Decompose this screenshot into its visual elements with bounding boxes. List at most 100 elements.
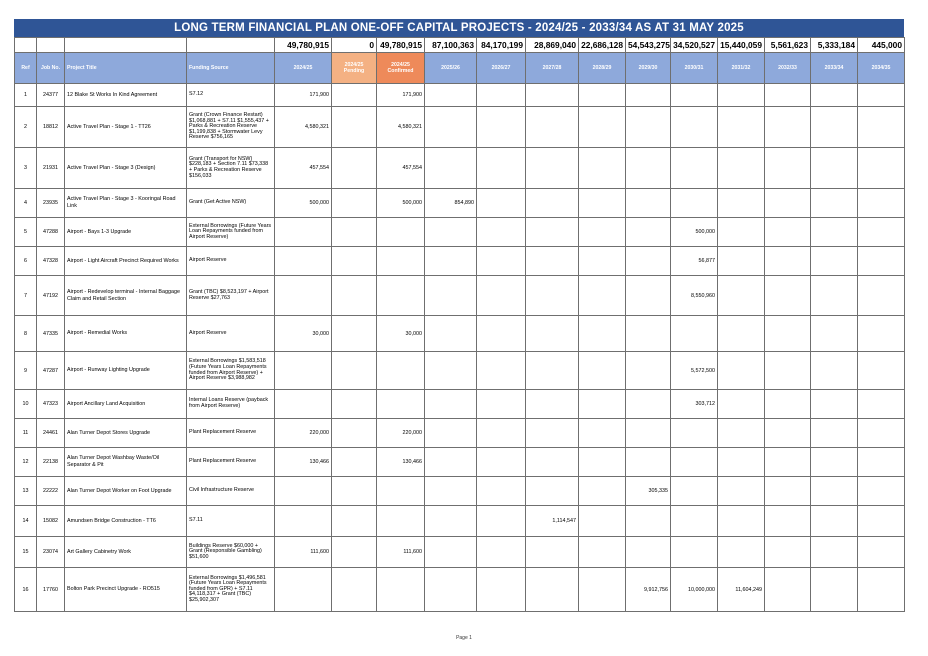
amount-cell: [717, 217, 765, 247]
project-title-cell: Bolton Park Precinct Upgrade - RO515: [64, 567, 187, 612]
total-cell: 5,333,184: [810, 37, 858, 53]
amount-cell: [764, 567, 811, 612]
amount-cell: [764, 246, 811, 276]
funding-source-cell: Grant (Transport for NSW) $228,183 + Sec…: [186, 147, 275, 189]
amount-cell: [670, 476, 718, 506]
project-title-cell: Active Travel Plan - Stage 3 (Design): [64, 147, 187, 189]
amount-cell: 500,000: [274, 188, 332, 218]
amount-cell: [331, 505, 377, 537]
table-row: 13 22222 Alan Turner Depot Worker on Foot …: [14, 476, 905, 506]
total-cell: [64, 37, 187, 53]
job-number-cell: 47328: [36, 246, 65, 276]
amount-cell: [331, 275, 377, 316]
ref-cell: 4: [14, 188, 37, 218]
funding-source-cell: Plant Replacement Reserve: [186, 418, 275, 448]
column-header: 2034/35: [857, 52, 905, 84]
amount-cell: [857, 389, 905, 419]
job-number-cell: 47288: [36, 217, 65, 247]
amount-cell: 500,000: [670, 217, 718, 247]
table-row: 4 23935 Active Travel Plan - Stage 3 - Koo…: [14, 188, 905, 218]
amount-cell: [274, 351, 332, 390]
amount-cell: [625, 505, 671, 537]
amount-cell: [476, 351, 526, 390]
amount-cell: 8,550,960: [670, 275, 718, 316]
project-title-cell: Airport - Redevelop terminal - Internal …: [64, 275, 187, 316]
funding-source-cell: External Borrowings $1,583,518 (Future Y…: [186, 351, 275, 390]
ref-cell: 7: [14, 275, 37, 316]
amount-cell: [525, 389, 579, 419]
amount-cell: [424, 217, 477, 247]
amount-cell: [331, 536, 377, 568]
amount-cell: 4,580,321: [274, 106, 332, 148]
amount-cell: [810, 418, 858, 448]
amount-cell: [810, 246, 858, 276]
column-header: 2024/25: [274, 52, 332, 84]
amount-cell: [857, 567, 905, 612]
amount-cell: [424, 476, 477, 506]
amount-cell: [424, 275, 477, 316]
table-row: 16 17760 Bolton Park Precinct Upgrade - RO…: [14, 567, 905, 612]
funding-source-cell: S7.12: [186, 83, 275, 107]
amount-cell: [525, 188, 579, 218]
amount-cell: [476, 536, 526, 568]
amount-cell: [525, 447, 579, 477]
amount-cell: [857, 275, 905, 316]
amount-cell: [578, 275, 626, 316]
amount-cell: [476, 275, 526, 316]
total-cell: 0: [331, 37, 377, 53]
amount-cell: [424, 351, 477, 390]
job-number-cell: 18812: [36, 106, 65, 148]
amount-cell: [476, 476, 526, 506]
table-row: 14 15082 Amundsen Bridge Construction - TT…: [14, 505, 905, 537]
amount-cell: [810, 106, 858, 148]
funding-source-cell: Grant (Get Active NSW): [186, 188, 275, 218]
amount-cell: [525, 83, 579, 107]
ref-cell: 16: [14, 567, 37, 612]
amount-cell: [476, 217, 526, 247]
ref-cell: 5: [14, 217, 37, 247]
amount-cell: [578, 505, 626, 537]
amount-cell: [857, 315, 905, 352]
amount-cell: [274, 476, 332, 506]
amount-cell: [625, 418, 671, 448]
amount-cell: [625, 106, 671, 148]
column-header: Job No.: [36, 52, 65, 84]
amount-cell: [376, 505, 425, 537]
amount-cell: [331, 147, 377, 189]
amount-cell: [376, 567, 425, 612]
amount-cell: [857, 418, 905, 448]
funding-source-cell: Civil Infrastructure Reserve: [186, 476, 275, 506]
amount-cell: [625, 389, 671, 419]
amount-cell: [376, 246, 425, 276]
amount-cell: [810, 505, 858, 537]
column-header: 2027/28: [525, 52, 579, 84]
table-row: 8 47335 Airport - Remedial Works Airport Re…: [14, 315, 905, 352]
amount-cell: [476, 147, 526, 189]
job-number-cell: 15082: [36, 505, 65, 537]
amount-cell: [525, 106, 579, 148]
job-number-cell: 23074: [36, 536, 65, 568]
amount-cell: [578, 315, 626, 352]
amount-cell: [625, 275, 671, 316]
amount-cell: [274, 275, 332, 316]
funding-source-cell: Grant (Crown Finance Restart) $1,068,881…: [186, 106, 275, 148]
total-cell: 445,000: [857, 37, 905, 53]
funding-source-cell: External Borrowings (Future Years Loan R…: [186, 217, 275, 247]
amount-cell: [810, 389, 858, 419]
amount-cell: 220,000: [376, 418, 425, 448]
amount-cell: [670, 418, 718, 448]
ref-cell: 13: [14, 476, 37, 506]
amount-cell: [578, 536, 626, 568]
amount-cell: [670, 505, 718, 537]
amount-cell: 10,000,000: [670, 567, 718, 612]
amount-cell: [764, 188, 811, 218]
amount-cell: [857, 83, 905, 107]
amount-cell: [717, 418, 765, 448]
amount-cell: [274, 505, 332, 537]
amount-cell: [717, 275, 765, 316]
amount-cell: 171,900: [376, 83, 425, 107]
amount-cell: [331, 447, 377, 477]
amount-cell: [810, 351, 858, 390]
total-cell: 15,440,059: [717, 37, 765, 53]
project-title-cell: Active Travel Plan - Stage 1 - TT26: [64, 106, 187, 148]
